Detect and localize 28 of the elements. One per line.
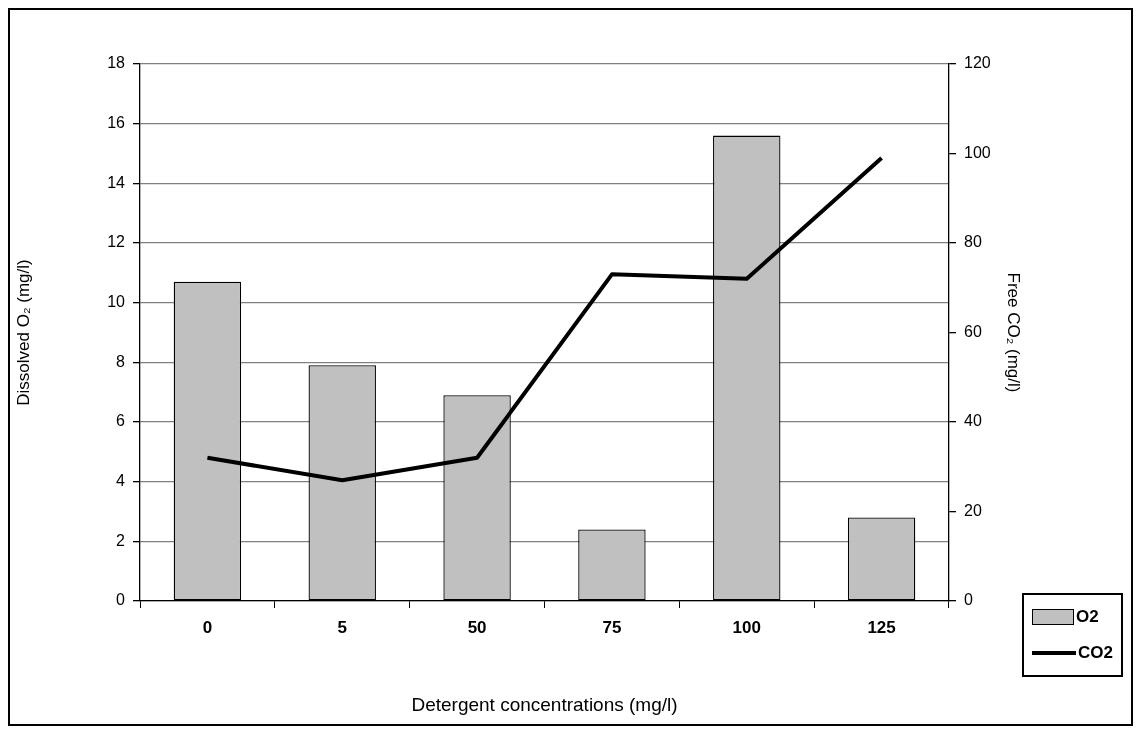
legend-label: CO2 — [1078, 643, 1113, 663]
y2-tick-label: 80 — [964, 233, 982, 251]
y2-tick-label: 40 — [964, 412, 982, 430]
x-tick-label: 0 — [202, 617, 213, 637]
y-tick-label: 2 — [116, 531, 126, 549]
x-tick-label: 75 — [602, 617, 622, 637]
x-tick-label: 50 — [467, 617, 487, 637]
legend-label: O2 — [1076, 607, 1099, 627]
x-axis-title: Detergent concentrations (mg/l) — [411, 693, 678, 715]
y2-tick-label: 120 — [964, 54, 991, 72]
y2-axis-title: Free CO₂ (mg/l) — [1004, 272, 1024, 393]
y2-tick-label: 100 — [964, 143, 991, 161]
y-tick-label: 18 — [107, 54, 126, 72]
x-tick-label: 125 — [867, 617, 896, 637]
y2-tick-label: 20 — [964, 501, 982, 519]
y-tick-label: 6 — [116, 412, 126, 430]
y-axis-title: Dissolved O₂ (mg/l) — [13, 259, 33, 406]
y2-tick-label: 0 — [964, 591, 973, 609]
y-tick-label: 10 — [107, 293, 126, 311]
y-tick-label: 16 — [107, 114, 126, 132]
y-tick-label: 12 — [107, 233, 126, 251]
y-tick-label: 8 — [116, 352, 126, 370]
x-tick-label: 100 — [732, 617, 761, 637]
y2-tick-label: 60 — [964, 322, 982, 340]
y-tick-label: 14 — [107, 173, 126, 191]
y-tick-label: 0 — [116, 591, 126, 609]
y-tick-label: 4 — [116, 472, 126, 490]
x-tick-label: 5 — [337, 617, 347, 637]
